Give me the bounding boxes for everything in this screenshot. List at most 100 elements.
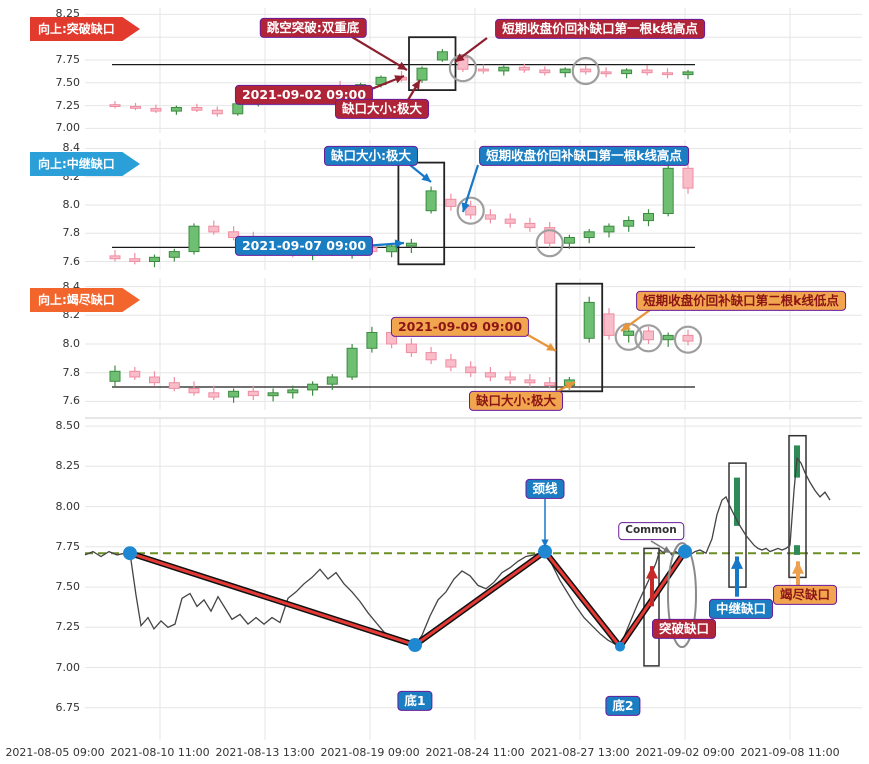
candle-up [583, 231, 595, 239]
candle-up [267, 392, 279, 397]
candle-up [228, 390, 240, 398]
candle-down [544, 382, 556, 387]
close-price-line [84, 456, 831, 648]
arrow-head [541, 539, 549, 547]
candle-down [465, 205, 477, 216]
candle-down [247, 237, 259, 244]
candle-up [425, 190, 437, 212]
candle-down [641, 69, 653, 74]
candle-up [416, 67, 428, 81]
candle-up [643, 213, 654, 222]
candle-down [465, 366, 477, 374]
candle-down [247, 390, 259, 397]
candle-down [504, 376, 516, 381]
arrow-head [411, 80, 420, 90]
pattern-dot [408, 638, 422, 652]
candle-down [109, 255, 121, 260]
panel-relay-gap [85, 140, 862, 270]
arrow-head [397, 61, 407, 70]
w-pattern-outline [129, 547, 688, 652]
gap-fill-circle [634, 324, 663, 353]
candle-up [603, 225, 615, 233]
candle-down [109, 104, 121, 107]
panel-relay-gap-title: 向上:中继缺口 [30, 152, 140, 176]
candle-up [498, 66, 510, 72]
arrow-head [394, 239, 404, 248]
arrow-head [421, 173, 431, 182]
annotation-arrow [351, 36, 408, 71]
candle-down [682, 167, 694, 189]
gap-highlight-box [397, 161, 446, 266]
candle-down [208, 225, 220, 233]
candle-up [623, 330, 635, 336]
arrow-head [394, 75, 404, 84]
candle-down [682, 334, 694, 342]
candle-up [366, 332, 378, 349]
candle-up [307, 383, 319, 391]
pattern-dot [615, 641, 625, 652]
arrow-head [792, 561, 804, 574]
candle-down [484, 372, 496, 378]
candle-down [168, 382, 180, 389]
arrow-head [455, 53, 465, 62]
gap-highlight-box [555, 282, 604, 393]
candle-down [267, 242, 279, 250]
candle-up [252, 96, 264, 105]
candle-up [682, 71, 694, 76]
candle-down [326, 248, 338, 254]
candle-down [129, 258, 141, 263]
candle-up [188, 225, 200, 253]
pattern-dot [678, 544, 692, 559]
candle-up [662, 334, 674, 341]
candle-down [524, 222, 536, 229]
candle-down [445, 198, 457, 207]
candle-down [405, 343, 417, 354]
candle-down [643, 330, 654, 341]
candle-down [287, 248, 299, 256]
gap-candle-mark [734, 477, 740, 526]
arrow-head [646, 566, 658, 579]
panel-exhaust-gap [85, 278, 862, 410]
arrow-head [621, 322, 631, 331]
candle-down [662, 72, 673, 76]
gap-highlight-box [408, 36, 457, 92]
gap-fill-circle [456, 196, 485, 225]
candle-down [484, 214, 496, 220]
gap-fill-circle [614, 322, 643, 351]
candle-up [405, 242, 417, 247]
candle-down [504, 218, 516, 224]
candle-down [524, 379, 536, 384]
candle-up [326, 376, 338, 385]
candle-down [129, 370, 141, 378]
pattern-dot [123, 546, 137, 561]
candle-down [539, 69, 551, 74]
gap-candle-mark [794, 545, 800, 555]
candle-down [208, 392, 220, 398]
candle-down [211, 109, 223, 115]
gap-fill-circle [673, 325, 703, 354]
candle-down [600, 71, 612, 75]
candle-down [149, 376, 160, 384]
candle-down [228, 231, 240, 239]
candle-down [273, 96, 285, 100]
candle-up [287, 389, 299, 394]
candle-down [603, 313, 615, 336]
candle-down [445, 359, 457, 368]
arrow-head [565, 382, 575, 390]
arrow-head [731, 556, 743, 569]
candle-down [150, 107, 162, 112]
candle-up [436, 51, 448, 61]
candle-up [559, 68, 571, 74]
panel-exhaust-gap-title: 向上:竭尽缺口 [30, 288, 140, 312]
panel-breakout-gap [85, 8, 862, 133]
panel-breakout-gap-title: 向上:突破缺口 [30, 17, 140, 41]
arrow-head [461, 202, 470, 212]
candle-down [477, 68, 489, 72]
gap-fill-circle [535, 229, 564, 258]
panel-double-bottom [84, 417, 862, 740]
candle-up [232, 103, 244, 115]
candle-up [149, 256, 160, 262]
gap-fill-circle [571, 56, 600, 86]
candle-up [662, 167, 674, 215]
